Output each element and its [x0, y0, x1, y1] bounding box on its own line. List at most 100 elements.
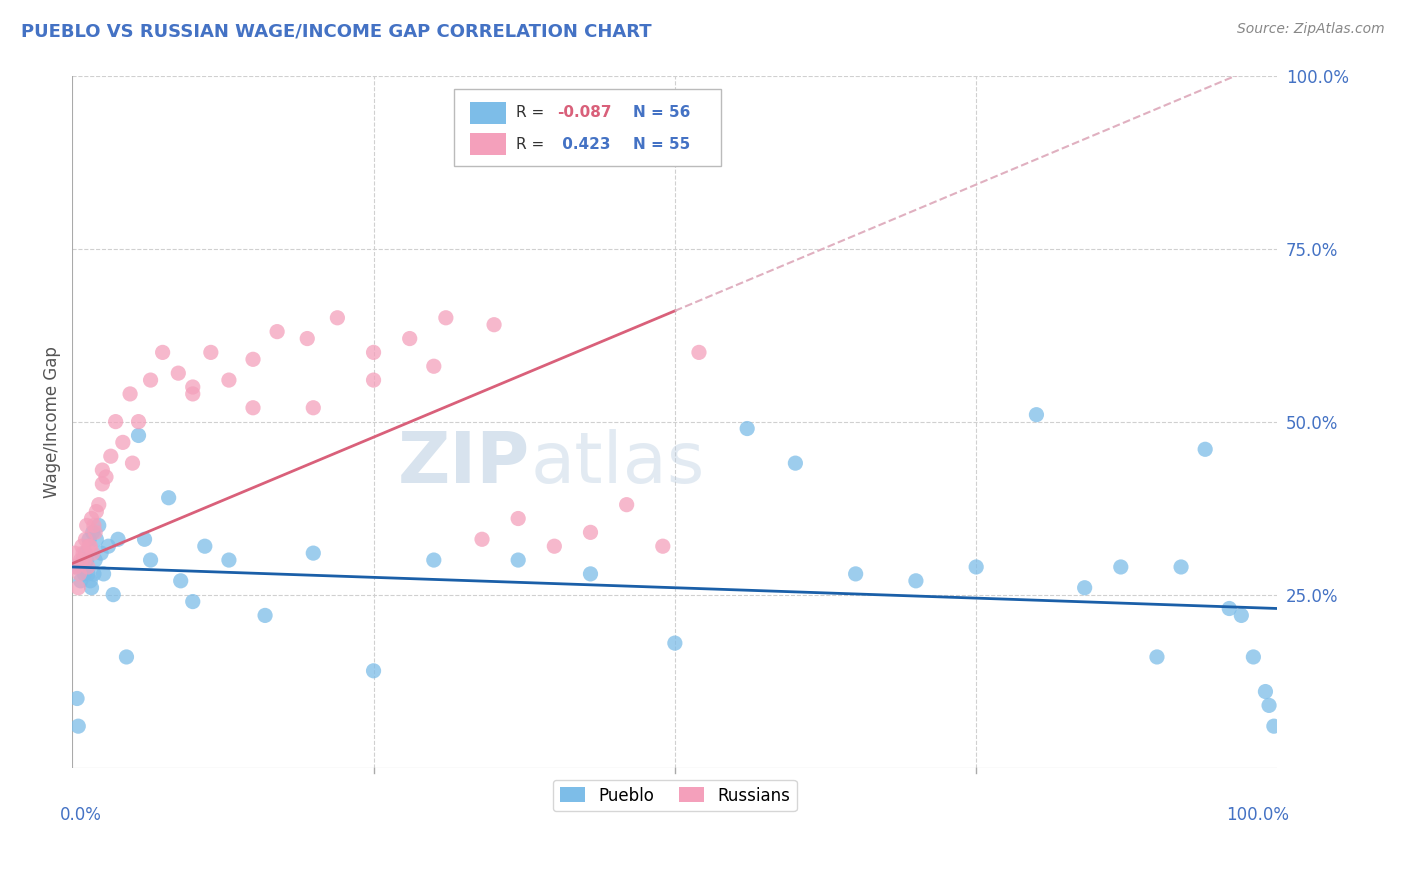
- Text: N = 55: N = 55: [633, 136, 690, 152]
- Point: [75, 546, 97, 560]
- Point: [75, 533, 97, 547]
- Point: [128, 428, 150, 442]
- Text: atlas: atlas: [530, 429, 704, 498]
- Point: [543, 539, 565, 553]
- Point: [1241, 649, 1264, 664]
- FancyBboxPatch shape: [470, 133, 506, 155]
- Point: [72, 546, 94, 560]
- Point: [302, 401, 325, 415]
- Point: [567, 152, 589, 166]
- Point: [73, 566, 96, 581]
- Point: [579, 566, 602, 581]
- Point: [218, 373, 240, 387]
- Point: [84, 525, 107, 540]
- Point: [579, 525, 602, 540]
- Point: [434, 310, 457, 325]
- Point: [76, 553, 98, 567]
- Point: [194, 539, 217, 553]
- Point: [83, 518, 105, 533]
- Point: [87, 518, 110, 533]
- Point: [181, 380, 204, 394]
- Point: [616, 498, 638, 512]
- Point: [139, 373, 162, 387]
- Point: [297, 332, 319, 346]
- Point: [70, 539, 93, 553]
- Point: [73, 553, 96, 567]
- Point: [167, 366, 190, 380]
- Point: [1073, 581, 1095, 595]
- Point: [67, 581, 90, 595]
- Point: [688, 345, 710, 359]
- Point: [79, 574, 101, 588]
- Point: [77, 566, 100, 581]
- Point: [1109, 560, 1132, 574]
- Text: Source: ZipAtlas.com: Source: ZipAtlas.com: [1237, 22, 1385, 37]
- Point: [363, 373, 385, 387]
- Point: [82, 525, 104, 540]
- Point: [65, 560, 87, 574]
- Point: [1254, 684, 1277, 698]
- Point: [91, 463, 114, 477]
- Point: [80, 511, 103, 525]
- Point: [115, 649, 138, 664]
- Text: 0.423: 0.423: [557, 136, 610, 152]
- Point: [508, 553, 530, 567]
- Point: [170, 574, 193, 588]
- Point: [83, 566, 105, 581]
- Point: [651, 539, 673, 553]
- Point: [266, 325, 288, 339]
- Text: R =: R =: [516, 105, 548, 120]
- Point: [103, 588, 125, 602]
- Point: [121, 456, 143, 470]
- Text: 0.0%: 0.0%: [60, 805, 103, 824]
- FancyBboxPatch shape: [470, 102, 506, 124]
- Point: [107, 533, 129, 547]
- Point: [1258, 698, 1281, 713]
- Point: [87, 498, 110, 512]
- Point: [111, 435, 134, 450]
- Point: [77, 539, 100, 553]
- Point: [72, 553, 94, 567]
- Point: [84, 553, 107, 567]
- Point: [423, 359, 446, 374]
- Point: [218, 553, 240, 567]
- Point: [128, 415, 150, 429]
- Point: [76, 518, 98, 533]
- Point: [77, 533, 100, 547]
- Point: [200, 345, 222, 359]
- Point: [398, 332, 420, 346]
- Point: [1170, 560, 1192, 574]
- Text: 100.0%: 100.0%: [1226, 805, 1289, 824]
- Point: [86, 505, 108, 519]
- Point: [254, 608, 277, 623]
- Point: [242, 352, 264, 367]
- Point: [157, 491, 180, 505]
- Text: ZIP: ZIP: [398, 429, 530, 498]
- Point: [363, 345, 385, 359]
- Point: [508, 511, 530, 525]
- Point: [66, 691, 89, 706]
- FancyBboxPatch shape: [454, 88, 721, 166]
- Point: [120, 387, 142, 401]
- Point: [69, 566, 91, 581]
- Point: [80, 581, 103, 595]
- Point: [104, 415, 127, 429]
- Point: [70, 560, 93, 574]
- Point: [63, 546, 86, 560]
- Point: [664, 636, 686, 650]
- Point: [904, 574, 927, 588]
- Point: [91, 476, 114, 491]
- Point: [1025, 408, 1047, 422]
- Text: R =: R =: [516, 136, 548, 152]
- Point: [1230, 608, 1253, 623]
- Point: [181, 387, 204, 401]
- Point: [77, 560, 100, 574]
- Point: [363, 664, 385, 678]
- Point: [100, 449, 122, 463]
- Point: [134, 533, 156, 547]
- Point: [69, 553, 91, 567]
- Point: [139, 553, 162, 567]
- Point: [97, 539, 120, 553]
- Text: -0.087: -0.087: [557, 105, 612, 120]
- Point: [1263, 719, 1285, 733]
